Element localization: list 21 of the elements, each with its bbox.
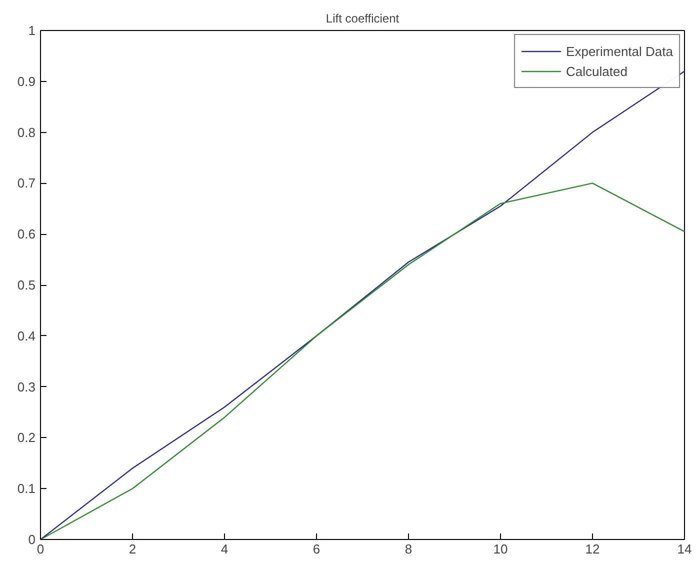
y-tick-label: 0.9 — [17, 74, 36, 89]
y-tick-label: 0.1 — [17, 481, 36, 496]
y-tick-label: 0.3 — [17, 379, 36, 394]
y-tick-label: 0.5 — [17, 278, 36, 292]
x-tick-label: 8 — [404, 542, 412, 556]
y-tick-label: 0.6 — [17, 226, 36, 242]
y-tick-label: 0.8 — [17, 124, 36, 140]
y-tick-label: 0.2 — [17, 430, 36, 446]
x-tick-label: 2 — [128, 542, 136, 556]
x-tick-label: 4 — [220, 542, 228, 556]
y-tick-label: 0 — [28, 532, 36, 547]
legend-label: Experimental Data — [566, 44, 673, 58]
chart-title: Lift coefficient — [326, 12, 400, 26]
x-tick-label: 10 — [493, 542, 508, 556]
y-tick-label: 0.7 — [17, 176, 36, 191]
legend-label: Calculated — [566, 64, 628, 78]
x-tick-label: 12 — [585, 542, 600, 556]
y-tick-label: 1 — [28, 23, 36, 38]
x-tick-label: 14 — [677, 542, 692, 556]
x-tick-label: 6 — [312, 542, 320, 556]
y-tick-label: 0.4 — [17, 328, 36, 344]
